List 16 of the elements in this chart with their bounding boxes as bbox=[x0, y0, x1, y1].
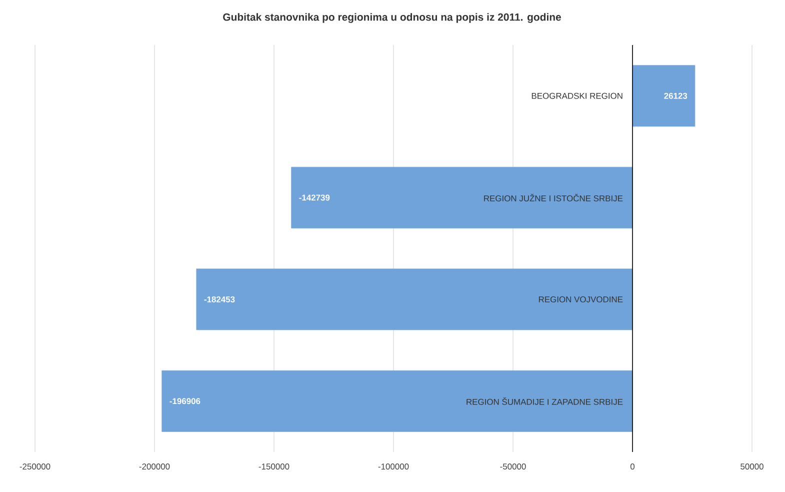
x-tick-label: -200000 bbox=[139, 464, 170, 470]
data-label: -142739 bbox=[299, 194, 330, 201]
x-tick-label: 50000 bbox=[740, 464, 764, 470]
y-tick-label: BEOGRADSKI REGION bbox=[532, 92, 622, 99]
y-tick-label: REGION ŠUMADIJE I ZAPADNE SRBIJE bbox=[466, 397, 623, 405]
data-label: 26123 bbox=[664, 92, 688, 99]
y-tick-label: REGION JUŽNE I ISTOČNE SRBIJE bbox=[484, 194, 623, 202]
x-tick-label: -150000 bbox=[258, 464, 290, 470]
y-tick-label: REGION VOJVODINE bbox=[538, 296, 623, 302]
x-tick-label: -250000 bbox=[20, 464, 50, 470]
data-label: -182453 bbox=[204, 296, 235, 302]
x-tick-label: 0 bbox=[630, 464, 635, 470]
data-label: -196906 bbox=[170, 398, 200, 404]
x-tick-label: -100000 bbox=[378, 464, 409, 470]
x-tick-label: -50000 bbox=[500, 464, 526, 470]
chart-title: Gubitak stanovnika po regionima u odnosu na popis iz 2011. godine bbox=[223, 13, 561, 23]
